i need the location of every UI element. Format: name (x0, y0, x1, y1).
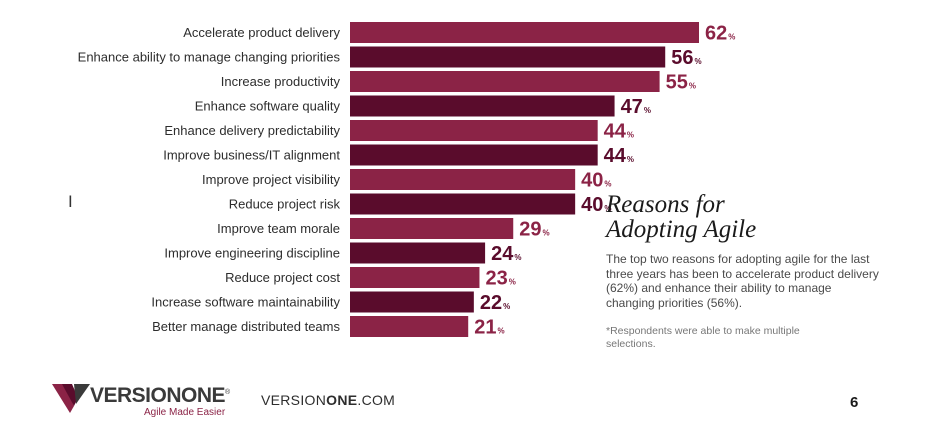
data-label: 40% (581, 170, 611, 192)
sidebar-footnote: *Respondents were able to make multiple … (606, 325, 800, 350)
bar (350, 242, 486, 264)
bar (350, 120, 598, 141)
bar (350, 218, 514, 239)
data-label: 55% (666, 72, 696, 94)
versionone-v-logo-icon (52, 384, 90, 413)
bar (350, 193, 576, 215)
bar (350, 22, 699, 43)
category-label: Improve project visibility (202, 172, 340, 187)
data-label: 62% (705, 23, 735, 45)
category-label: Reduce project cost (225, 270, 340, 285)
sidebar-title-line1: Reasons for (606, 191, 725, 218)
sidebar-body: The top two reasons for adopting agile f… (606, 252, 879, 310)
logo-wordmark: VERSIONONE® (90, 384, 230, 408)
category-label: Accelerate product delivery (183, 25, 340, 40)
category-label: Reduce project risk (229, 197, 341, 212)
data-label: 21% (474, 317, 504, 339)
bar (350, 71, 660, 92)
text-cursor-icon: I (68, 192, 73, 211)
data-label: 29% (519, 219, 549, 241)
bar (350, 46, 666, 68)
data-label: 44% (604, 121, 634, 143)
url-suffix: .COM (357, 392, 396, 408)
category-label: Enhance software quality (195, 99, 341, 114)
url-bold: ONE (326, 392, 358, 408)
bar (350, 144, 598, 166)
category-label: Better manage distributed teams (152, 319, 340, 334)
logo-tagline: Agile Made Easier (144, 407, 226, 418)
category-label: Enhance ability to manage changing prior… (78, 50, 341, 65)
bar (350, 316, 469, 337)
data-label: 40% (581, 194, 611, 216)
data-label: 22% (480, 292, 510, 314)
logo-registered-mark: ® (225, 389, 230, 396)
bar (350, 291, 474, 313)
bar (350, 169, 576, 190)
data-label: 56% (671, 47, 701, 69)
category-label: Increase productivity (221, 74, 341, 89)
data-label: 23% (485, 268, 515, 290)
sidebar-title: Reasons for Adopting Agile (606, 192, 906, 242)
bar (350, 267, 480, 288)
category-label: Improve engineering discipline (164, 246, 340, 261)
footer-url[interactable]: VERSIONONE.COM (261, 392, 395, 408)
page-number: 6 (850, 394, 859, 411)
category-label: Improve business/IT alignment (163, 148, 340, 163)
data-label: 47% (621, 96, 651, 118)
category-label: Increase software maintainability (151, 295, 340, 310)
logo-wordmark-text: VERSIONONE (90, 384, 226, 407)
data-label: 44% (604, 145, 634, 167)
data-label: 24% (491, 243, 521, 265)
sidebar-title-line2: Adopting Agile (606, 216, 757, 243)
url-prefix: VERSION (261, 392, 327, 408)
bar-chart: Accelerate product delivery 62% Enhance ab… (78, 22, 735, 339)
category-label: Enhance delivery predictability (164, 123, 340, 138)
bar (350, 95, 615, 117)
category-label: Improve team morale (217, 221, 340, 236)
